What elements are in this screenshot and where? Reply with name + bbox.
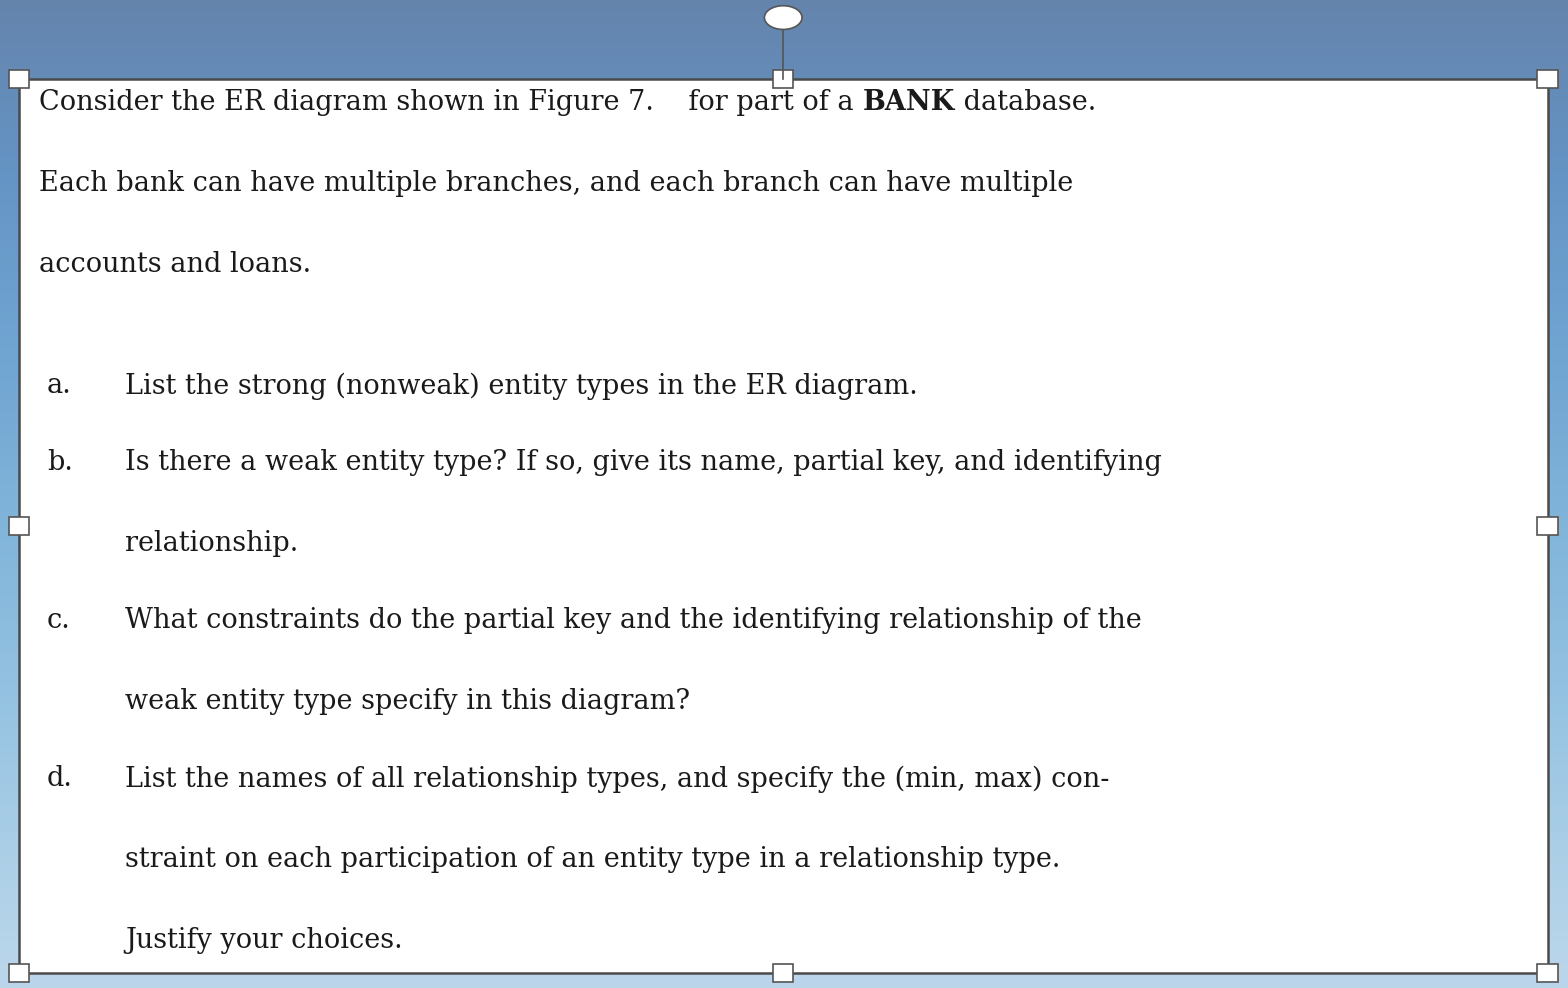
Text: List the strong (nonweak) entity types in the ER diagram.: List the strong (nonweak) entity types i… (125, 372, 919, 400)
Text: database.: database. (955, 89, 1096, 116)
Text: weak entity type specify in this diagram?: weak entity type specify in this diagram… (125, 689, 690, 715)
Bar (9, 70, 28, 88)
Text: Consider the ER diagram shown in Figure 7.    for part of a: Consider the ER diagram shown in Figure … (39, 89, 862, 116)
Text: relationship.: relationship. (125, 531, 298, 557)
Text: Each bank can have multiple branches, and each branch can have multiple: Each bank can have multiple branches, an… (39, 170, 1074, 197)
Text: Justify your choices.: Justify your choices. (125, 928, 403, 954)
Bar (773, 70, 793, 88)
Bar (1537, 964, 1557, 982)
Text: c.: c. (47, 608, 71, 634)
Bar (9, 964, 28, 982)
Text: What constraints do the partial key and the identifying relationship of the: What constraints do the partial key and … (125, 608, 1142, 634)
Bar (1537, 518, 1557, 535)
Circle shape (764, 6, 801, 30)
FancyBboxPatch shape (19, 79, 1548, 973)
Text: BANK: BANK (862, 89, 955, 116)
Text: List the names of all relationship types, and specify the (min, max) con-: List the names of all relationship types… (125, 766, 1110, 792)
Bar (9, 518, 28, 535)
Text: a.: a. (47, 372, 72, 399)
Text: b.: b. (47, 450, 74, 476)
Text: accounts and loans.: accounts and loans. (39, 251, 312, 278)
Text: d.: d. (47, 766, 74, 792)
Bar (1537, 70, 1557, 88)
Text: straint on each participation of an entity type in a relationship type.: straint on each participation of an enti… (125, 847, 1062, 873)
Bar (773, 964, 793, 982)
Text: Is there a weak entity type? If so, give its name, partial key, and identifying: Is there a weak entity type? If so, give… (125, 450, 1162, 476)
